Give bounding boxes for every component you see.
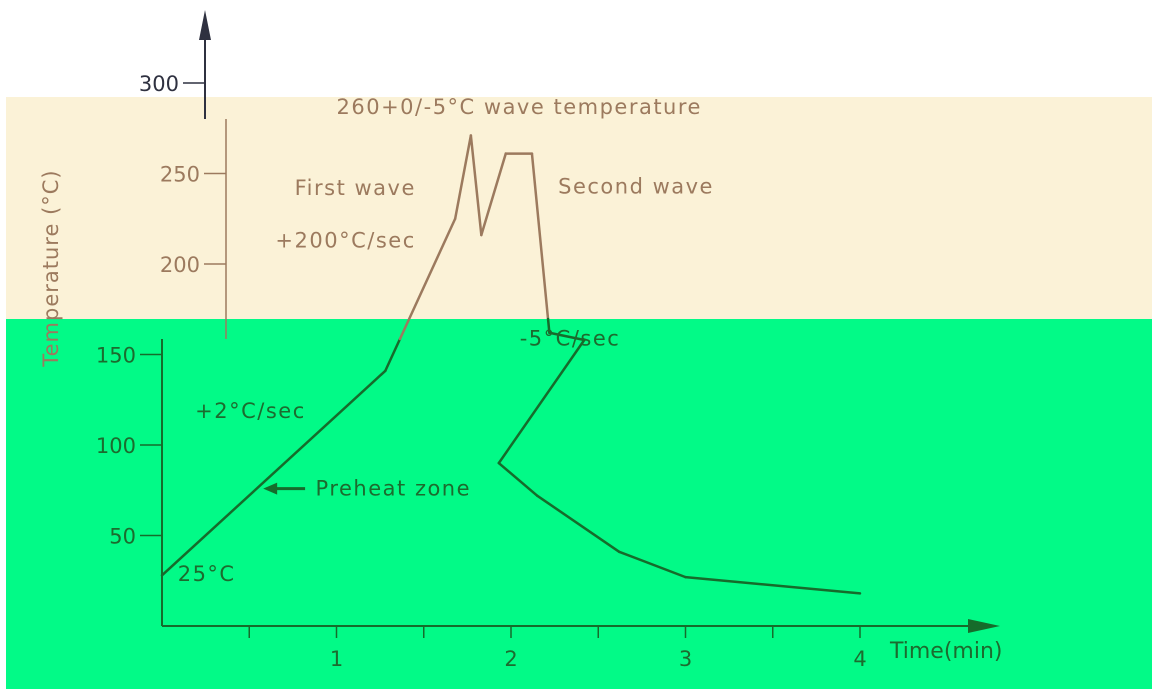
x-tick-label-4: 4 bbox=[853, 647, 866, 671]
annotation-7: 25°C bbox=[178, 562, 236, 586]
annotation-2: Second wave bbox=[558, 174, 714, 198]
series-0-segment-1b bbox=[398, 217, 457, 341]
chart-annotations: 260+0/-5°C wave temperature First wave Sec… bbox=[178, 95, 714, 586]
annotation-3: +200°C/sec bbox=[275, 229, 415, 253]
series-0-segment-6b bbox=[546, 317, 551, 335]
x-tick-label-2: 2 bbox=[504, 647, 517, 671]
annotation-1: First wave bbox=[295, 176, 416, 200]
preheat-arrow-head bbox=[263, 482, 278, 495]
series-0-segment-6a bbox=[530, 152, 550, 321]
y-tick-label-150: 150 bbox=[96, 344, 136, 368]
annotation-4: -5°C/sec bbox=[520, 326, 621, 350]
background-band-green bbox=[6, 319, 1152, 689]
annotation-6: Preheat zone bbox=[316, 477, 472, 501]
y-tick-label-300: 300 bbox=[139, 72, 179, 96]
series-0-segment-7 bbox=[548, 331, 586, 342]
series-0-segment-11 bbox=[617, 550, 687, 579]
series-0-segment-3 bbox=[469, 134, 483, 237]
series-0-segment-9 bbox=[497, 461, 539, 497]
x-tick-label-3: 3 bbox=[679, 647, 692, 671]
y-tick-label-250: 250 bbox=[160, 163, 200, 187]
x-axis-arrow bbox=[968, 619, 1000, 633]
chart-ticks: 50 100 150 200 250 300 1 2 3 4 bbox=[96, 72, 867, 671]
series-0-segment-4 bbox=[480, 152, 508, 237]
annotation-0: 260+0/-5°C wave temperature bbox=[337, 95, 702, 119]
chart-axes bbox=[161, 10, 1000, 633]
x-tick-label-1: 1 bbox=[330, 647, 343, 671]
background-band-light-upper bbox=[6, 119, 423, 319]
chart-series bbox=[160, 134, 862, 595]
series-0-segment-2 bbox=[453, 134, 473, 220]
series-0-segment-0 bbox=[160, 369, 387, 577]
series-0-segment-8 bbox=[497, 338, 586, 465]
y-tick-label-100: 100 bbox=[96, 434, 136, 458]
x-axis-label: Time(min) bbox=[889, 639, 1003, 664]
series-0-segment-10 bbox=[535, 494, 621, 554]
y-axis-arrow bbox=[199, 10, 211, 40]
series-0-segment-12 bbox=[684, 575, 862, 595]
annotation-5: +2°C/sec bbox=[195, 399, 306, 423]
y-axis-label: Temperature (°C) bbox=[39, 169, 63, 367]
series-0-segment-1a bbox=[384, 337, 402, 373]
y-tick-label-50: 50 bbox=[109, 525, 136, 549]
y-tick-label-200: 200 bbox=[160, 253, 200, 277]
